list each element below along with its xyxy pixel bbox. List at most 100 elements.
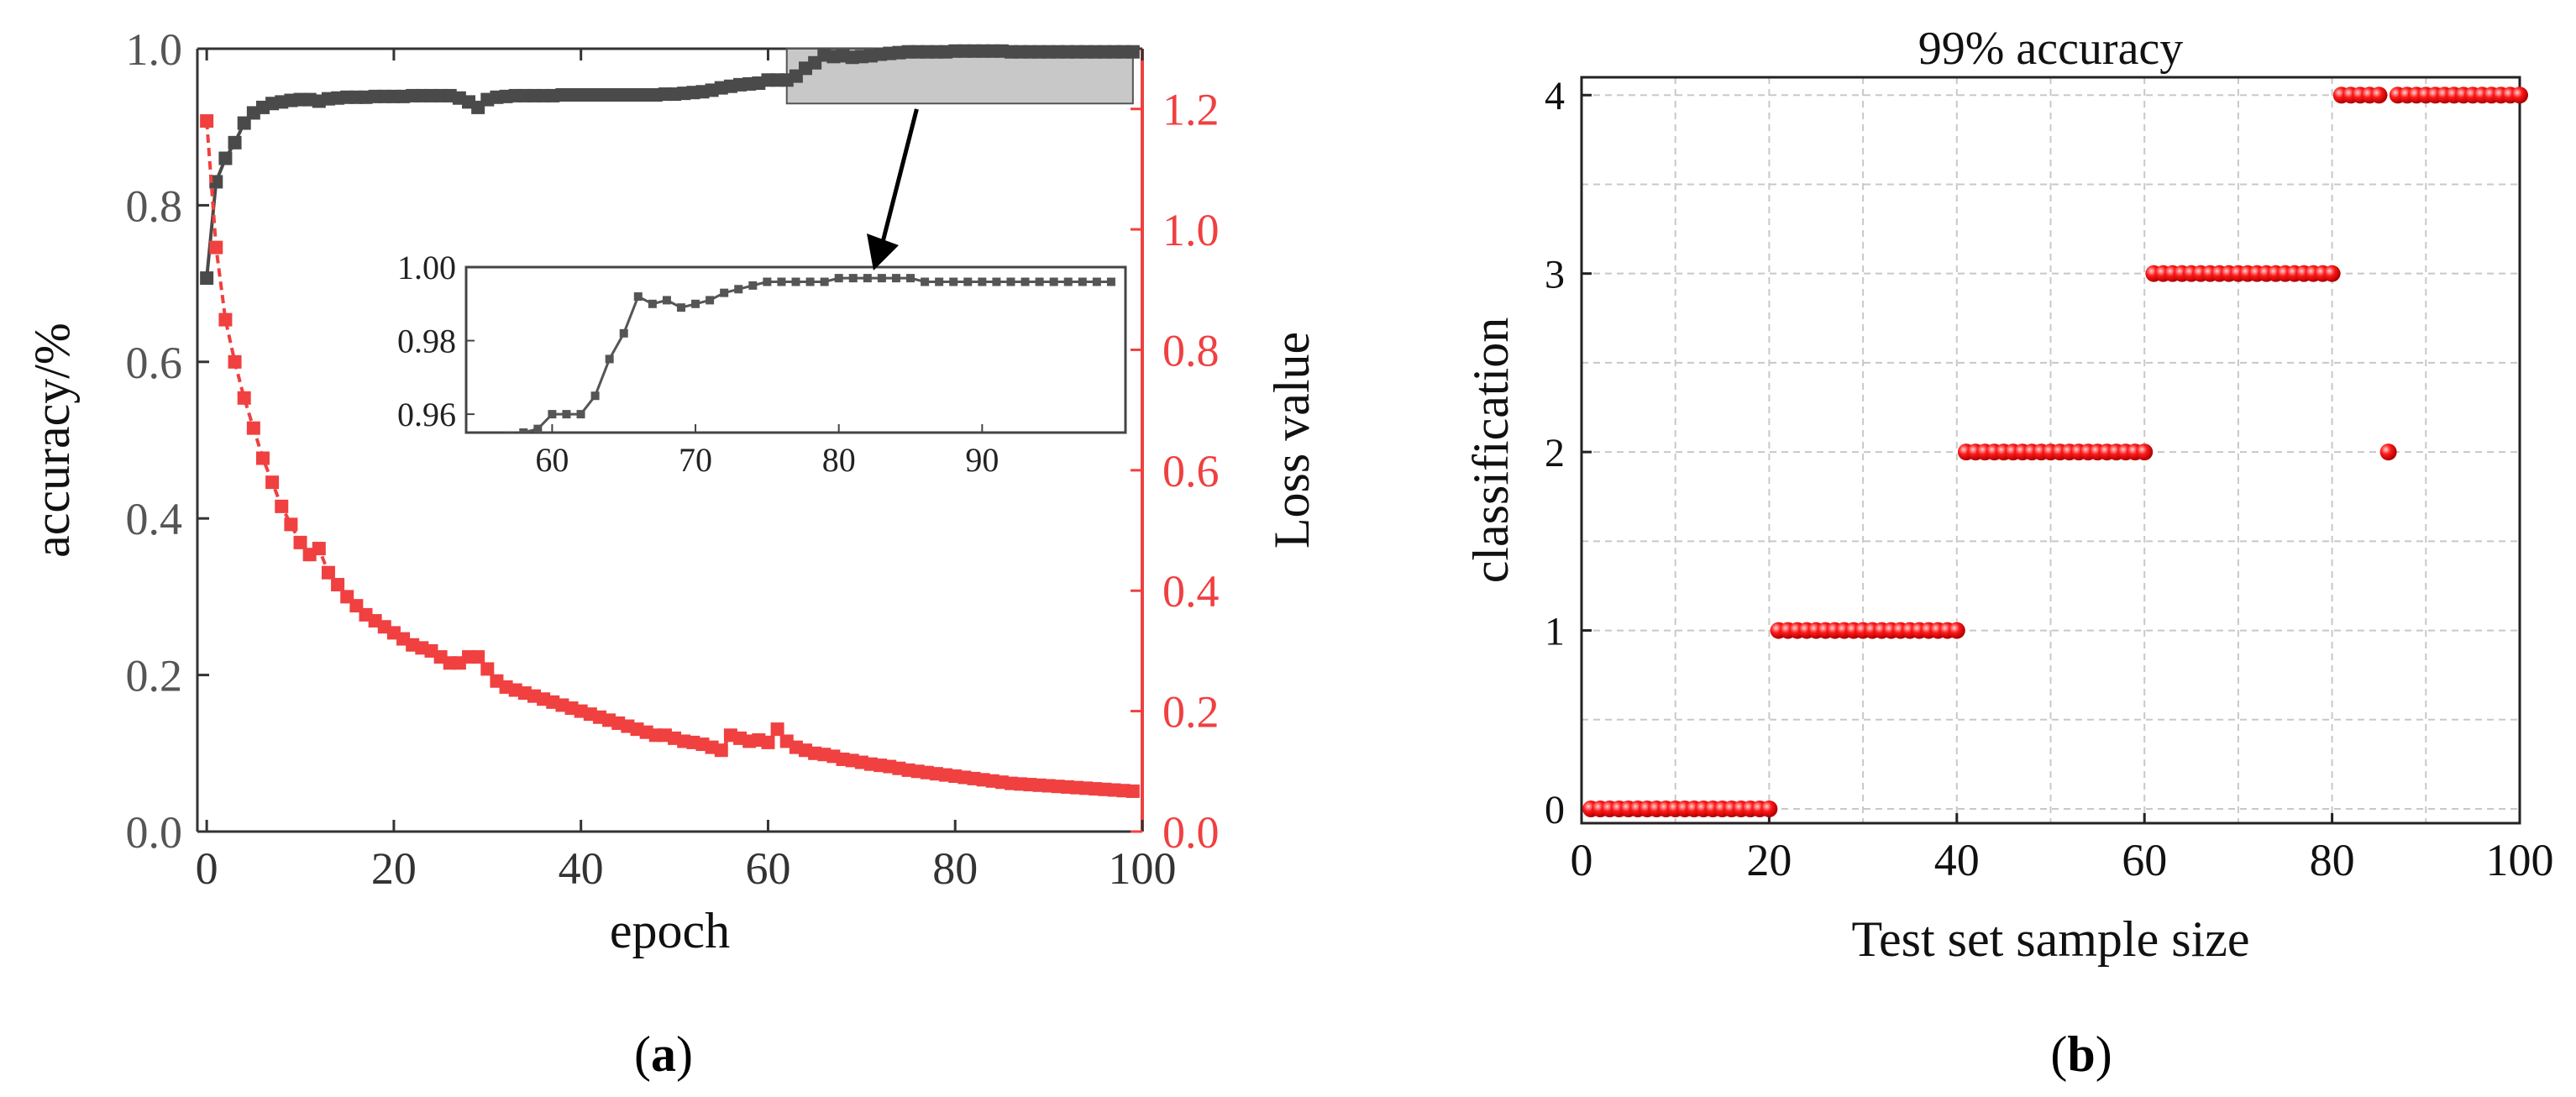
loss-point [761,735,775,749]
y-left-tick-label: 0.8 [126,181,183,231]
x-tick-label: 20 [371,843,417,894]
inset-x-tick-label: 80 [822,441,856,479]
inset-accuracy-point [777,277,786,286]
zoom-arrow-head [867,234,899,270]
inset-accuracy-point [978,277,987,286]
inset-y-tick-label: 0.98 [397,323,456,360]
y-right-tick-label: 1.0 [1162,205,1220,255]
inset-x-tick-label: 70 [679,441,712,479]
x-tick-label: 20 [1746,835,1792,885]
loss-point [312,542,326,556]
x-tick-label: 60 [745,843,790,894]
loss-point [293,535,307,549]
loss-point [331,578,345,592]
inset-y-tick-label: 1.00 [397,249,456,286]
scatter-point [2323,265,2341,282]
accuracy-point [237,116,251,130]
loss-point [246,421,260,435]
x-tick-label: 60 [2122,835,2167,885]
inset-accuracy-point [691,299,700,308]
inset-accuracy-point [791,277,800,286]
scatter-point [2136,444,2154,461]
inset-accuracy-point [648,299,657,308]
scatter-point [1760,800,1778,818]
y-right-axis-label: Loss value [1264,332,1319,548]
x-tick-label: 40 [1934,835,1980,885]
loss-point [265,475,280,490]
inset-accuracy-point [1006,277,1015,286]
inset-accuracy-point [519,428,528,433]
loss-point [218,312,233,327]
y-tick-label: 2 [1545,431,1565,475]
inset-accuracy-point [906,274,916,283]
y-left-tick-label: 0.4 [126,494,183,544]
inset-accuracy-point [1035,277,1044,286]
loss-point [200,114,214,129]
loss-point [1125,784,1140,798]
loss-point [321,565,335,580]
accuracy-point [228,135,242,150]
inset-accuracy-point [720,288,729,297]
y-tick-label: 1 [1545,610,1565,654]
inset-accuracy-point [1092,277,1101,286]
inset-accuracy-point [619,328,628,338]
inset-accuracy-point [1020,277,1030,286]
loss-point [471,650,485,664]
inset-accuracy-point [548,410,557,419]
inset-accuracy-point [935,277,944,286]
y-right-tick-label: 1.2 [1162,85,1220,135]
scatter-point [2511,87,2528,104]
x-tick-label: 80 [932,843,978,894]
accuracy-point [1125,45,1140,59]
inset-accuracy-point [748,281,758,290]
inset-accuracy-point [662,296,671,305]
loss-point [228,354,242,369]
scatter-point [1948,622,1965,639]
inset-accuracy-point [533,424,543,433]
inset-y-tick-label: 0.96 [397,396,456,433]
inset-accuracy-point [605,354,614,364]
inset-accuracy-point [921,277,930,286]
inset-accuracy-point [476,447,485,455]
panel-label-b: (b) [2050,1026,2112,1082]
x-tick-label: 100 [1109,843,1177,894]
inset-frame [464,265,1127,434]
inset-accuracy-point [562,410,571,419]
inset-accuracy-point [576,410,585,419]
y-tick-label: 3 [1545,253,1565,297]
inset-accuracy-point [1063,277,1073,286]
y-tick-label: 0 [1545,788,1565,832]
chart-a: 0 20 40 60 80 1000.00.20.40.60.81.00.00.20.40… [24,24,1319,958]
accuracy-point [209,175,223,189]
loss-point [770,722,784,737]
inset-x-tick-label: 90 [965,441,999,479]
loss-point [237,391,251,405]
y-left-tick-label: 0.0 [126,807,183,858]
inset-accuracy-point [820,277,829,286]
loss-point [255,451,270,465]
loss-point [714,743,728,758]
x-tick-label: 100 [2486,835,2554,885]
y-left-tick-label: 0.6 [126,338,183,388]
inset-accuracy-point [676,303,685,312]
inset-accuracy-point [706,296,715,305]
y-left-tick-label: 0.2 [126,651,183,701]
y-right-tick-label: 0.0 [1162,807,1220,858]
x-tick-label: 80 [2310,835,2355,885]
y-left-tick-label: 1.0 [126,24,183,75]
inset-accuracy-point [1049,277,1058,286]
accuracy-point [200,271,214,286]
panel-label-a: (a) [634,1026,693,1082]
plot-frame [1580,76,2521,825]
inset-accuracy-point [805,277,815,286]
y-right-tick-label: 0.8 [1162,325,1220,375]
inset-accuracy-point [1078,277,1087,286]
scatter-point [2370,87,2388,104]
accuracy-point [218,151,233,165]
chart-b: 0 20 40 60 80 100 0 1 2 3 4 99% accuracy Test set sa… [1463,23,2554,967]
y-right-tick-label: 0.4 [1162,566,1220,617]
inset-accuracy-point [734,285,743,294]
inset-series [476,274,1115,455]
inset-accuracy-point [590,391,600,401]
